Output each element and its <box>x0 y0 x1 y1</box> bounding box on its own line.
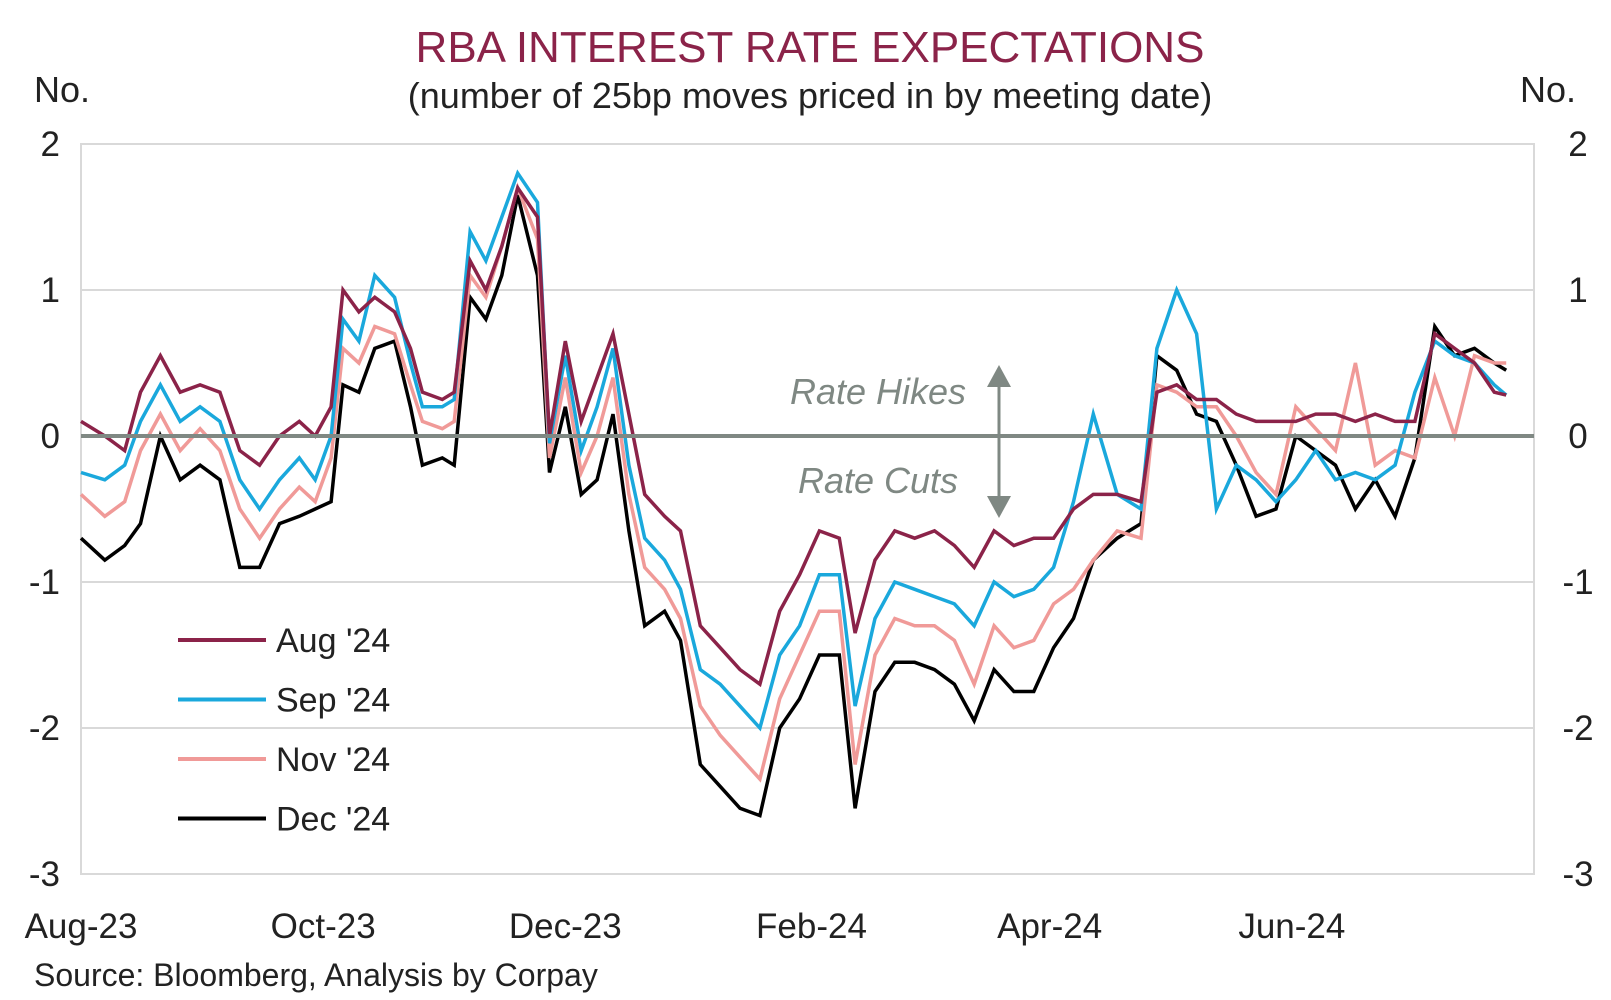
y-tick-label-right: -3 <box>1562 855 1593 894</box>
series-line <box>79 194 1508 818</box>
y-tick-label-right: 0 <box>1568 417 1587 456</box>
y-tick-label-right: 1 <box>1568 271 1587 310</box>
y-ticks-right: 2 1 0 -1 -2 -3 <box>1562 125 1593 894</box>
grid-lines <box>81 143 1534 875</box>
y-tick-label-left: 0 <box>41 417 60 456</box>
x-ticks: Aug-23 Oct-23 Dec-23 Feb-24 Apr-24 Jun-24 <box>25 907 1346 946</box>
y-tick-label-left: -2 <box>29 709 60 748</box>
annotation-rate-hikes: Rate Hikes <box>790 371 966 412</box>
x-tick-label: Jun-24 <box>1238 907 1345 946</box>
source-note: Source: Bloomberg, Analysis by Corpay <box>34 957 598 993</box>
y-ticks-left: 2 1 0 -1 -2 -3 <box>29 125 60 894</box>
y-tick-label-left: 2 <box>41 125 60 164</box>
rate-annotation: Rate Hikes Rate Cuts <box>790 365 1011 518</box>
legend: Aug '24 Sep '24 Nov '24 Dec '24 <box>178 622 390 839</box>
y-tick-label-left: 1 <box>41 271 60 310</box>
y-tick-label-right: -1 <box>1562 563 1593 602</box>
chart-subtitle: (number of 25bp moves priced in by meeti… <box>408 75 1212 116</box>
y-tick-label-right: -2 <box>1562 709 1593 748</box>
legend-label: Sep '24 <box>276 682 390 720</box>
series-lines <box>79 169 1508 818</box>
y-axis-label-right: No. <box>1520 69 1576 110</box>
x-tick-label: Dec-23 <box>509 907 622 946</box>
x-tick-label: Feb-24 <box>756 907 867 946</box>
annotation-arrow-up-icon <box>987 365 1011 387</box>
y-axis-label-left: No. <box>34 69 90 110</box>
legend-label: Dec '24 <box>276 801 390 839</box>
y-tick-label-left: -1 <box>29 563 60 602</box>
x-tick-label: Aug-23 <box>25 907 138 946</box>
annotation-rate-cuts: Rate Cuts <box>798 460 958 501</box>
series-line <box>80 169 1508 732</box>
x-tick-label: Apr-24 <box>997 907 1102 946</box>
annotation-arrow-down-icon <box>987 496 1011 518</box>
x-tick-label: Oct-23 <box>271 907 376 946</box>
chart-title: RBA INTEREST RATE EXPECTATIONS <box>416 23 1205 72</box>
legend-label: Nov '24 <box>276 741 390 779</box>
y-tick-label-left: -3 <box>29 855 60 894</box>
legend-label: Aug '24 <box>276 622 390 660</box>
series-line <box>79 182 1507 783</box>
series-line <box>80 183 1507 688</box>
y-tick-label-right: 2 <box>1568 125 1587 164</box>
